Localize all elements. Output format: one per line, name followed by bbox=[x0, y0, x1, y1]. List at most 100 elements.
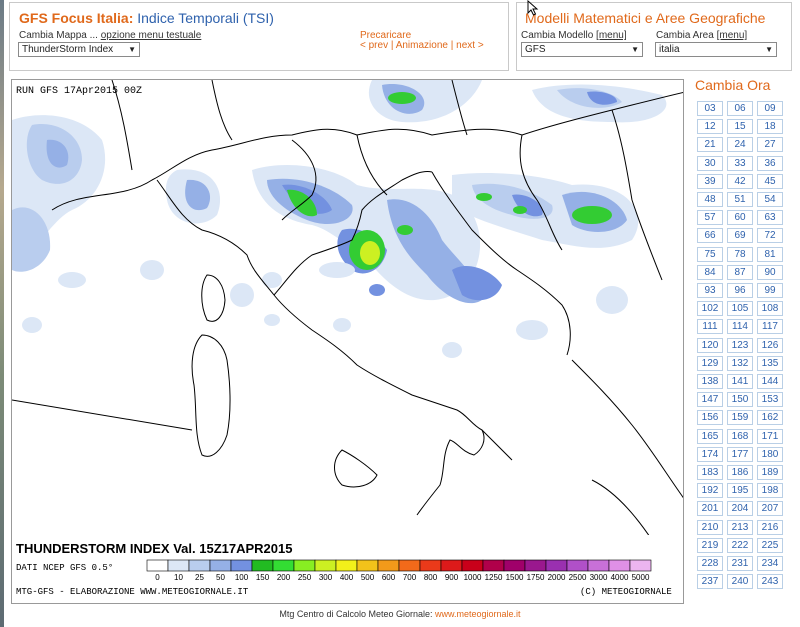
hour-button[interactable]: 132 bbox=[727, 355, 753, 371]
hour-button[interactable]: 240 bbox=[727, 574, 753, 590]
hour-button[interactable]: 138 bbox=[697, 374, 723, 389]
hour-button[interactable]: 105 bbox=[727, 301, 753, 317]
hour-button[interactable]: 117 bbox=[757, 319, 783, 335]
hour-button[interactable]: 171 bbox=[757, 428, 783, 444]
hour-button[interactable]: 30 bbox=[697, 155, 723, 171]
hour-button[interactable]: 159 bbox=[727, 410, 753, 426]
hour-button[interactable]: 237 bbox=[697, 574, 723, 590]
model-select[interactable]: GFS ▼ bbox=[521, 42, 643, 57]
hour-button[interactable]: 201 bbox=[697, 501, 723, 517]
hour-button[interactable]: 216 bbox=[757, 519, 783, 535]
hour-button[interactable]: 108 bbox=[757, 301, 783, 317]
hour-button[interactable]: 18 bbox=[757, 119, 783, 135]
hour-button[interactable]: 174 bbox=[697, 446, 723, 462]
legend-swatch bbox=[209, 559, 232, 572]
hour-button[interactable]: 72 bbox=[757, 228, 783, 244]
hour-button[interactable]: 189 bbox=[757, 465, 783, 480]
hour-button[interactable]: 69 bbox=[727, 228, 753, 244]
footer-link[interactable]: www.meteogiornale.it bbox=[435, 609, 521, 619]
hour-button[interactable]: 42 bbox=[727, 173, 753, 189]
hour-button[interactable]: 75 bbox=[697, 246, 723, 262]
map-image: RUN GFS 17Apr2015 00Z THUNDERSTORM INDEX… bbox=[12, 80, 683, 603]
hour-button[interactable]: 153 bbox=[757, 392, 783, 408]
hour-button[interactable]: 93 bbox=[697, 283, 723, 298]
hour-button[interactable]: 102 bbox=[697, 301, 723, 317]
hour-button[interactable]: 114 bbox=[727, 319, 753, 335]
hour-button[interactable]: 210 bbox=[697, 519, 723, 535]
text-menu-link[interactable]: opzione menu testuale bbox=[100, 30, 202, 41]
area-menu-link[interactable]: [menu] bbox=[716, 30, 748, 41]
hour-button[interactable]: 198 bbox=[757, 483, 783, 499]
hour-button[interactable]: 165 bbox=[697, 428, 723, 444]
modello-menu-link[interactable]: [menu] bbox=[596, 30, 627, 41]
hour-button[interactable]: 60 bbox=[727, 210, 753, 226]
hour-button[interactable]: 177 bbox=[727, 446, 753, 462]
hour-button[interactable]: 48 bbox=[697, 192, 723, 207]
hour-button[interactable]: 57 bbox=[697, 210, 723, 226]
hour-button[interactable]: 234 bbox=[757, 556, 783, 571]
hour-button[interactable]: 120 bbox=[697, 337, 723, 353]
hour-button[interactable]: 168 bbox=[727, 428, 753, 444]
hour-button[interactable]: 204 bbox=[727, 501, 753, 517]
hour-button[interactable]: 78 bbox=[727, 246, 753, 262]
hour-button[interactable]: 225 bbox=[757, 537, 783, 553]
next-link[interactable]: next > bbox=[456, 40, 484, 51]
preload-link[interactable]: Precaricare bbox=[360, 30, 412, 41]
hour-button[interactable]: 243 bbox=[757, 574, 783, 590]
hour-button[interactable]: 228 bbox=[697, 556, 723, 571]
hour-button[interactable]: 66 bbox=[697, 228, 723, 244]
legend-value: 25 bbox=[195, 573, 204, 582]
hour-button[interactable]: 24 bbox=[727, 137, 753, 153]
hour-button[interactable]: 192 bbox=[697, 483, 723, 499]
hour-button[interactable]: 99 bbox=[757, 283, 783, 298]
map-select[interactable]: ThunderStorm Index ▼ bbox=[18, 42, 140, 57]
hour-button[interactable]: 147 bbox=[697, 392, 723, 408]
hour-button[interactable]: 123 bbox=[727, 337, 753, 353]
hour-button[interactable]: 183 bbox=[697, 465, 723, 480]
hour-button[interactable]: 231 bbox=[727, 556, 753, 571]
hour-button[interactable]: 90 bbox=[757, 264, 783, 280]
hour-button[interactable]: 39 bbox=[697, 173, 723, 189]
hour-button[interactable]: 33 bbox=[727, 155, 753, 171]
hour-button[interactable]: 96 bbox=[727, 283, 753, 298]
hour-button[interactable]: 156 bbox=[697, 410, 723, 426]
title-brand: GFS Focus Italia: bbox=[19, 10, 134, 26]
hour-button[interactable]: 129 bbox=[697, 355, 723, 371]
hour-button[interactable]: 135 bbox=[757, 355, 783, 371]
hour-button[interactable]: 45 bbox=[757, 173, 783, 189]
hour-button[interactable]: 141 bbox=[727, 374, 753, 389]
hour-button[interactable]: 222 bbox=[727, 537, 753, 553]
hour-button[interactable]: 51 bbox=[727, 192, 753, 207]
hour-button[interactable]: 207 bbox=[757, 501, 783, 517]
hour-button[interactable]: 213 bbox=[727, 519, 753, 535]
prev-link[interactable]: < prev bbox=[360, 40, 389, 51]
legend-value: 200 bbox=[277, 573, 291, 582]
hour-button[interactable]: 03 bbox=[697, 101, 723, 116]
area-select[interactable]: italia ▼ bbox=[655, 42, 777, 57]
hour-button[interactable]: 126 bbox=[757, 337, 783, 353]
hour-button[interactable]: 54 bbox=[757, 192, 783, 207]
hour-button[interactable]: 186 bbox=[727, 465, 753, 480]
hour-button[interactable]: 27 bbox=[757, 137, 783, 153]
footer: Mtg Centro di Calcolo Meteo Giornale: ww… bbox=[0, 609, 800, 619]
hour-button[interactable]: 63 bbox=[757, 210, 783, 226]
hour-button[interactable]: 84 bbox=[697, 264, 723, 280]
hour-button[interactable]: 87 bbox=[727, 264, 753, 280]
hour-button[interactable]: 180 bbox=[757, 446, 783, 462]
hour-button[interactable]: 219 bbox=[697, 537, 723, 553]
hour-button[interactable]: 21 bbox=[697, 137, 723, 153]
animation-link[interactable]: Animazione bbox=[395, 40, 448, 51]
hour-button[interactable]: 150 bbox=[727, 392, 753, 408]
hour-button[interactable]: 111 bbox=[697, 319, 723, 335]
hour-button[interactable]: 195 bbox=[727, 483, 753, 499]
hour-button[interactable]: 162 bbox=[757, 410, 783, 426]
chevron-down-icon: ▼ bbox=[631, 45, 639, 54]
legend-swatch bbox=[377, 559, 400, 572]
hour-button[interactable]: 36 bbox=[757, 155, 783, 171]
hour-button[interactable]: 81 bbox=[757, 246, 783, 262]
hour-button[interactable]: 15 bbox=[727, 119, 753, 135]
hour-button[interactable]: 06 bbox=[727, 101, 753, 116]
hour-button[interactable]: 12 bbox=[697, 119, 723, 135]
hour-button[interactable]: 09 bbox=[757, 101, 783, 116]
hour-button[interactable]: 144 bbox=[757, 374, 783, 389]
